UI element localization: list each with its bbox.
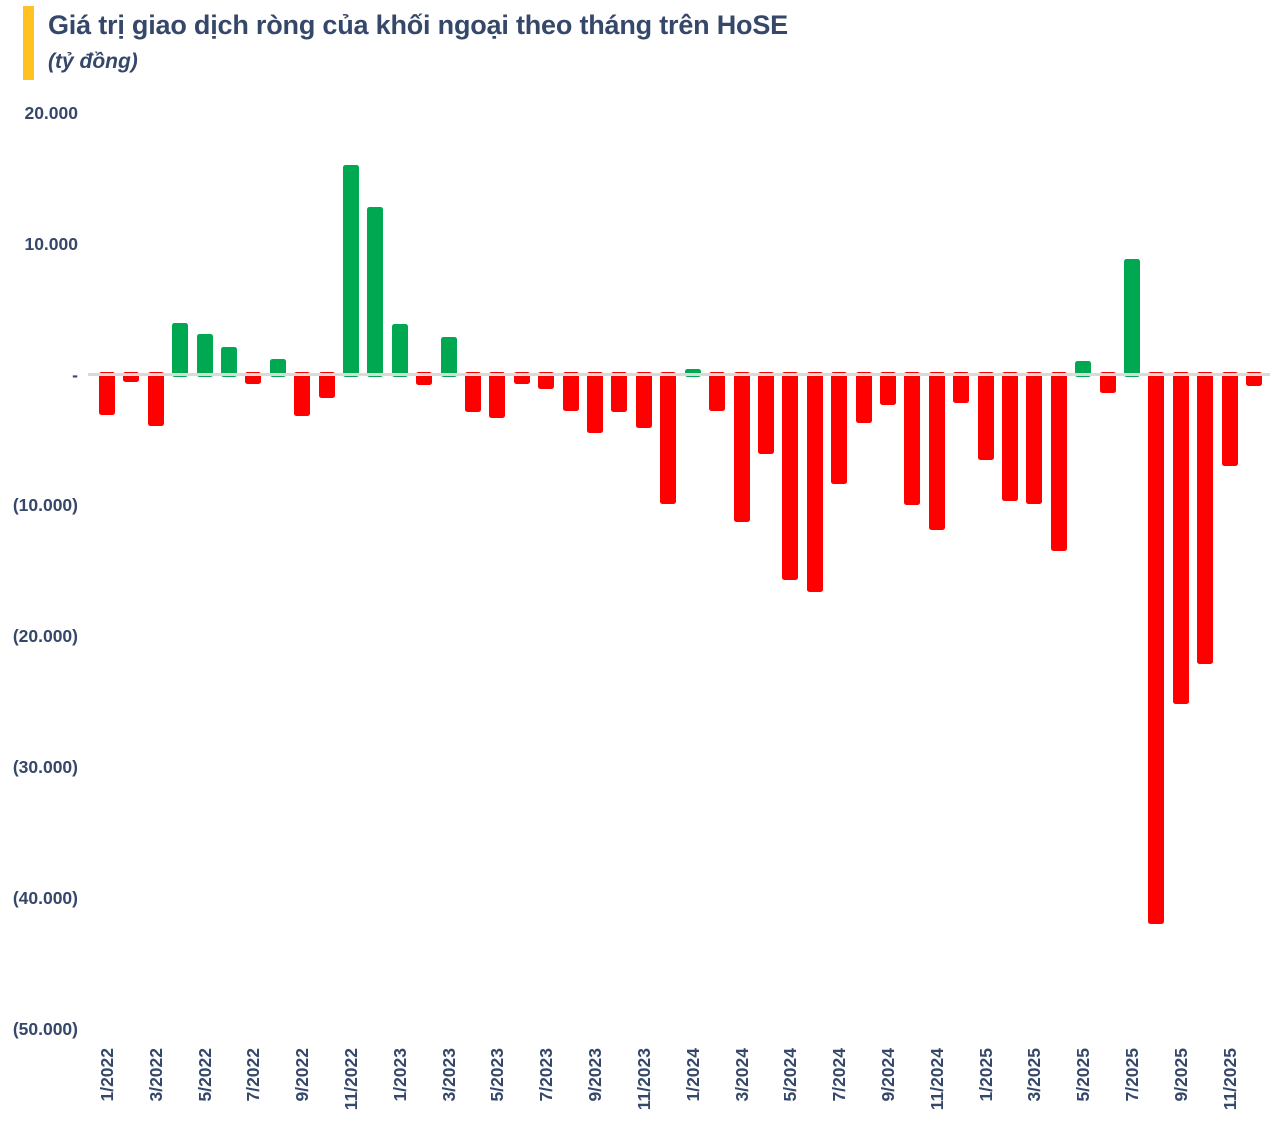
x-axis-label: 9/2022 — [292, 1048, 313, 1102]
x-axis-label: 11/2024 — [926, 1048, 947, 1111]
bar-10/2022 — [318, 371, 335, 399]
bar-3/2023 — [440, 337, 457, 378]
x-axis-label: 7/2025 — [1121, 1048, 1142, 1102]
y-axis-label: (50.000) — [12, 1019, 78, 1039]
bar-4/2022 — [172, 322, 189, 378]
x-axis-label: 9/2023 — [585, 1048, 606, 1102]
bar-5/2023 — [489, 371, 506, 418]
x-axis-label: 5/2022 — [194, 1048, 215, 1102]
bar-11/2025 — [1221, 371, 1238, 467]
bar-8/2025 — [1148, 371, 1165, 925]
bar-9/2024 — [879, 371, 896, 405]
bar-3/2025 — [1026, 371, 1043, 505]
x-axis-label: 5/2025 — [1073, 1048, 1094, 1102]
bar-5/2022 — [196, 333, 213, 378]
bar-1/2023 — [391, 324, 408, 378]
y-axis-label: (10.000) — [12, 495, 78, 516]
bar-3/2022 — [147, 371, 164, 427]
bar-10/2024 — [904, 371, 921, 505]
bar-8/2022 — [269, 359, 286, 378]
bar-9/2022 — [294, 371, 311, 417]
x-axis-label: 1/2024 — [682, 1048, 703, 1102]
y-axis-label: 10.000 — [24, 233, 78, 254]
bar-6/2022 — [221, 347, 238, 378]
bar-6/2025 — [1099, 371, 1116, 394]
x-axis-label: 3/2022 — [145, 1048, 166, 1102]
x-axis-label: 7/2023 — [536, 1048, 557, 1102]
chart-unit-subtitle: (tỷ đồng) — [48, 50, 138, 73]
bar-9/2023 — [587, 371, 604, 434]
bar-6/2024 — [806, 371, 823, 592]
x-axis-label: 11/2025 — [1219, 1048, 1240, 1111]
x-axis-label: 3/2025 — [1024, 1048, 1045, 1102]
bar-1/2022 — [99, 371, 115, 416]
bar-7/2023 — [538, 371, 555, 389]
y-axis-label: - — [72, 364, 78, 385]
x-axis-label: 11/2022 — [341, 1048, 362, 1111]
y-axis-label: 20.000 — [24, 102, 78, 123]
y-axis-label: (20.000) — [12, 626, 78, 647]
x-axis-label: 5/2023 — [487, 1048, 508, 1102]
chart-title: Giá trị giao dịch ròng của khối ngoại th… — [48, 10, 788, 40]
bar-4/2023 — [465, 371, 482, 413]
y-axis-label: (30.000) — [12, 757, 78, 778]
bar-11/2024 — [928, 371, 945, 531]
bar-9/2025 — [1172, 371, 1189, 705]
bar-4/2025 — [1050, 371, 1067, 552]
x-axis-label: 3/2023 — [438, 1048, 459, 1102]
x-axis-label: 1/2023 — [389, 1048, 410, 1102]
x-axis-label: 9/2025 — [1170, 1048, 1191, 1102]
bar-8/2023 — [562, 371, 579, 412]
x-axis-label: 1/2025 — [975, 1048, 996, 1102]
x-axis-label: 9/2024 — [877, 1048, 898, 1102]
x-axis-label: 1/2022 — [97, 1048, 117, 1102]
y-axis-label: (40.000) — [12, 888, 78, 909]
bar-3/2024 — [733, 371, 750, 523]
bar-4/2024 — [757, 371, 774, 454]
bar-12/2023 — [660, 371, 677, 505]
x-axis-label: 7/2024 — [829, 1048, 850, 1102]
bar-11/2023 — [635, 371, 652, 429]
bar-7/2025 — [1123, 259, 1140, 378]
zero-axis-line — [88, 373, 1270, 376]
x-axis-label: 7/2022 — [243, 1048, 264, 1102]
title-accent-bar — [23, 6, 34, 80]
bar-10/2025 — [1197, 371, 1214, 664]
bar-12/2024 — [953, 371, 970, 404]
bar-12/2022 — [367, 206, 384, 378]
bar-11/2022 — [343, 165, 360, 378]
bar-7/2024 — [831, 371, 848, 484]
x-axis-label: 5/2024 — [780, 1048, 801, 1102]
bar-10/2023 — [611, 371, 628, 413]
bar-2/2022 — [123, 371, 140, 383]
x-axis-label: 11/2023 — [633, 1048, 654, 1111]
bar-8/2024 — [855, 371, 872, 423]
x-axis-label: 3/2024 — [731, 1048, 752, 1102]
bar-2/2025 — [1001, 371, 1018, 501]
bar-5/2024 — [782, 371, 799, 580]
bar-2/2024 — [709, 371, 726, 412]
bar-1/2025 — [977, 371, 994, 460]
